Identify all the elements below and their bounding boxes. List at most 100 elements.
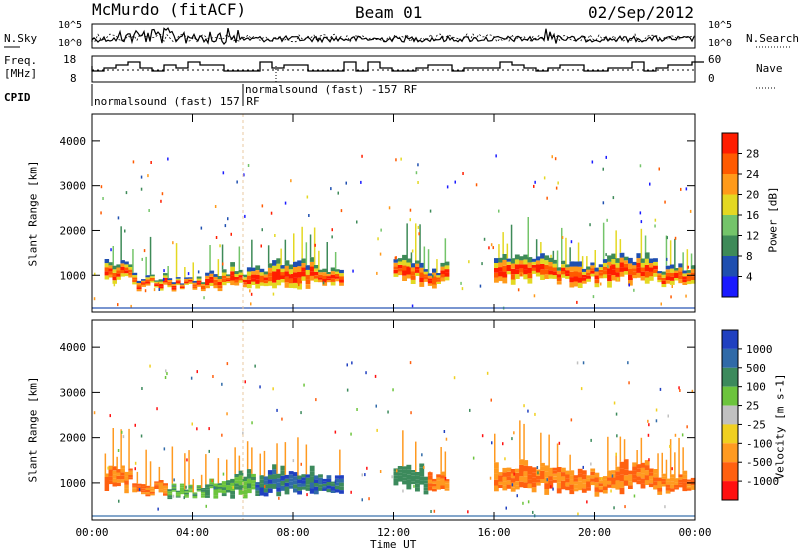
power-panel-echo-cell [104, 259, 110, 264]
power-panel-echo-cell [577, 266, 583, 273]
velocity-panel-echo-cell [586, 487, 591, 491]
power-panel-speck [546, 196, 548, 200]
velocity-panel-echo-cell [272, 479, 277, 484]
power-panel-echo-cell [602, 262, 608, 267]
velocity-panel-echo-cell [238, 490, 244, 495]
velocity-panel-echo-cell [594, 491, 600, 497]
velocity-panel-echo-cell [419, 472, 425, 477]
power-panel-echo-cell [132, 277, 138, 280]
nsearch-label: N.Search [746, 32, 799, 45]
velocity-panel-echo-streak [402, 430, 404, 467]
velocity-panel-echo-cell [326, 478, 332, 482]
velocity-panel-echo-cell [615, 480, 621, 485]
velocity-panel-echo-cell [636, 464, 642, 469]
power-colorbar-swatch [722, 276, 738, 297]
velocity-panel-echo-cell [548, 476, 554, 481]
power-panel-echo-cell [318, 272, 323, 275]
velocity-panel-speck [134, 461, 137, 465]
power-panel-echo-cell [209, 270, 215, 274]
velocity-panel-echo-cell [263, 492, 269, 497]
power-panel-echo-cell [175, 280, 181, 282]
power-panel-speck [395, 256, 397, 260]
power-panel-echo-cell [397, 264, 403, 269]
power-panel-speck [555, 186, 558, 190]
power-panel-echo-cell [628, 274, 633, 281]
power-panel-echo-cell [440, 277, 446, 282]
power-panel-echo-cell [494, 263, 499, 268]
velocity-panel-speck [679, 389, 681, 392]
power-panel-echo-cell [661, 277, 667, 281]
velocity-panel-echo-cell [535, 472, 541, 476]
velocity-panel-echo-cell [665, 478, 671, 482]
power-panel-speck [400, 157, 402, 161]
power-panel-echo-streak [419, 224, 421, 263]
power-panel-echo-streak [167, 266, 169, 279]
power-panel-echo-cell [648, 271, 654, 277]
power-panel-echo-cell [163, 277, 168, 281]
power-panel-echo-cell [334, 271, 340, 274]
power-panel-echo-cell [179, 283, 185, 285]
power-panel-echo-cell [120, 266, 125, 270]
power-panel-echo-cell [200, 285, 206, 288]
velocity-panel-echo-cell [141, 486, 146, 489]
velocity-panel-speck [522, 501, 524, 505]
velocity-panel-echo-cell [163, 490, 168, 494]
power-panel-speck [670, 295, 672, 299]
velocity-panel-echo-cell [690, 480, 696, 483]
power-panel-echo-cell [665, 272, 671, 277]
power-panel-echo-cell [423, 271, 429, 275]
velocity-panel-echo-cell [120, 479, 125, 483]
velocity-panel-echo-cell [179, 492, 185, 495]
power-panel-echo-cell [514, 269, 520, 275]
velocity-panel-echo-streak [678, 437, 680, 475]
power-panel-echo-cell [615, 262, 621, 268]
velocity-panel-echo-cell [519, 459, 524, 465]
velocity-panel-echo-cell [519, 481, 524, 488]
velocity-panel-echo-cell [322, 483, 328, 487]
velocity-panel-echo-cell [192, 493, 198, 495]
power-panel-echo-cell [523, 274, 529, 280]
power-panel-echo-cell [128, 274, 133, 278]
velocity-panel-speck [647, 433, 650, 437]
power-panel-echo-cell [419, 272, 425, 278]
power-panel-echo-cell [535, 268, 541, 273]
power-panel-echo-cell [293, 267, 298, 273]
velocity-panel-echo-cell [556, 472, 562, 478]
velocity-panel-speck [590, 462, 592, 466]
velocity-panel-speck [429, 471, 431, 475]
time-tick-label: 20:00 [578, 526, 611, 539]
power-panel-speck [337, 191, 339, 195]
power-panel-echo-cell [577, 277, 583, 283]
power-panel-echo-cell [263, 283, 269, 287]
velocity-panel-echo-cell [163, 488, 168, 491]
velocity-panel-echo-cell [444, 481, 450, 484]
velocity-panel-echo-cell [552, 479, 558, 483]
power-panel-echo-cell [657, 273, 663, 276]
velocity-panel-echo-cell [615, 471, 621, 476]
power-panel-echo-cell [238, 272, 244, 276]
power-panel-speck [140, 175, 143, 179]
power-panel-speck [543, 176, 546, 180]
velocity-panel-echo-cell [674, 485, 679, 488]
velocity-panel-speck [166, 372, 168, 376]
power-panel-echo-cell [615, 267, 621, 273]
power-panel-echo-cell [653, 265, 658, 270]
power-panel-echo-streak [293, 233, 295, 262]
power-panel-echo-cell [686, 272, 692, 276]
power-panel-echo-cell [393, 273, 399, 277]
power-panel-echo-cell [498, 271, 503, 277]
power-panel-echo-cell [132, 282, 138, 285]
velocity-panel-echo-cell [145, 492, 151, 495]
power-panel-echo-cell [548, 266, 554, 271]
velocity-panel-speck [633, 494, 636, 498]
velocity-panel-speck [211, 479, 213, 483]
power-panel-echo-cell [565, 273, 570, 276]
velocity-panel-echo-cell [527, 470, 533, 475]
power-panel-echo-cell [221, 272, 227, 276]
velocity-panel-echo-cell [590, 478, 596, 482]
velocity-panel-echo-cell [242, 494, 248, 499]
power-panel-speck [570, 240, 573, 244]
velocity-panel-echo-cell [284, 482, 290, 487]
power-panel-echo-streak [284, 239, 287, 261]
velocity-panel-echo-cell [678, 482, 684, 485]
